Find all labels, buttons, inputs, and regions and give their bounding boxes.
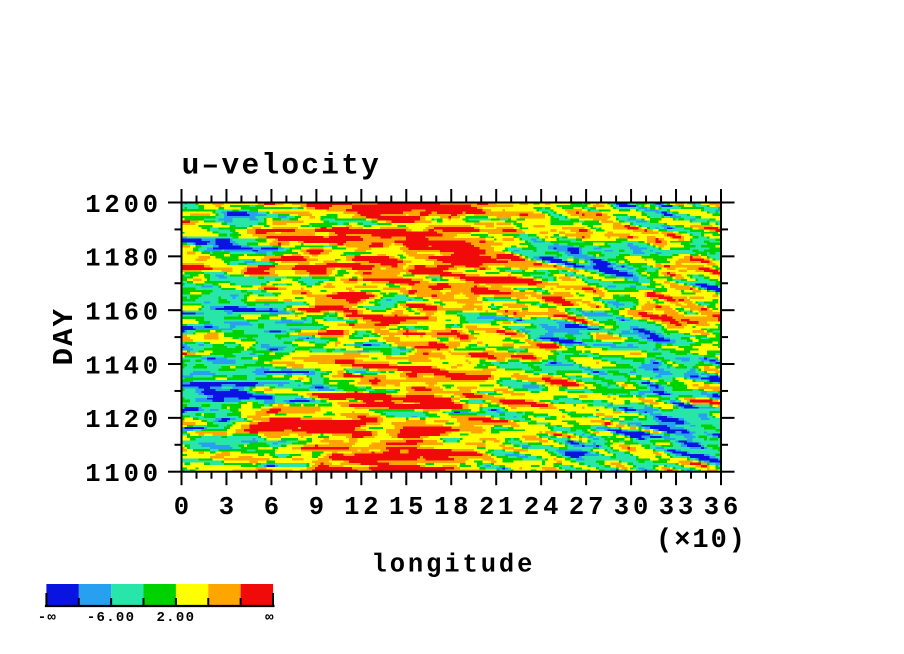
svg-text:1140: 1140	[85, 352, 162, 381]
svg-text:-6.00: -6.00	[87, 610, 136, 626]
svg-text:24: 24	[524, 493, 562, 522]
svg-text:27: 27	[569, 493, 607, 522]
svg-text:DAY: DAY	[48, 307, 81, 365]
svg-text:-∞: -∞	[38, 610, 57, 626]
svg-text:longitude: longitude	[372, 551, 536, 580]
svg-text:∞: ∞	[265, 610, 275, 626]
svg-text:2.00: 2.00	[156, 610, 195, 626]
svg-text:1200: 1200	[85, 191, 162, 220]
svg-text:0: 0	[174, 493, 193, 522]
svg-text:9: 9	[309, 493, 328, 522]
svg-text:(×10): (×10)	[656, 526, 747, 556]
svg-text:3: 3	[219, 493, 238, 522]
svg-text:33: 33	[659, 493, 697, 522]
svg-text:15: 15	[389, 493, 427, 522]
svg-text:18: 18	[434, 493, 472, 522]
svg-text:u–velocity: u–velocity	[182, 149, 382, 183]
svg-text:1160: 1160	[85, 299, 162, 328]
svg-text:1120: 1120	[85, 406, 162, 435]
svg-text:6: 6	[264, 493, 283, 522]
svg-text:1180: 1180	[85, 245, 162, 274]
svg-text:30: 30	[614, 493, 652, 522]
svg-text:21: 21	[479, 493, 517, 522]
svg-text:12: 12	[344, 493, 382, 522]
svg-text:1100: 1100	[85, 460, 162, 489]
svg-text:36: 36	[704, 493, 742, 522]
